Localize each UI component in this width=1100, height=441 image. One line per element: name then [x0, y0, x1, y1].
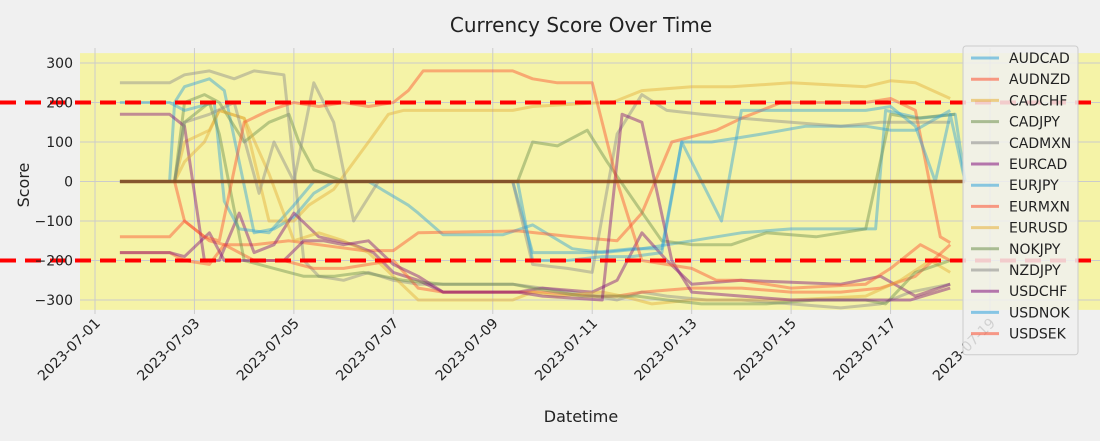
x-axis-label: Datetime [544, 407, 618, 426]
chart-title: Currency Score Over Time [450, 13, 712, 37]
series-line-cadchf [173, 79, 951, 223]
y-tick-label: 0 [64, 175, 73, 191]
y-axis-label: Score [14, 163, 33, 208]
legend-box [962, 45, 1079, 356]
series-line-eurjpy [119, 101, 951, 255]
legend-label-cadmxn: CADMXN [1009, 136, 1071, 152]
series-line-eurcad [119, 112, 951, 298]
legend-label-audnzd: AUDNZD [1009, 72, 1070, 88]
y-tick-labels: −300 −200 −100 0 100 200 300 [35, 56, 73, 309]
series-line-cadjpy [173, 93, 956, 247]
series-layer [119, 69, 967, 310]
y-tick-label: 200 [46, 96, 73, 112]
y-tick-label: 100 [46, 135, 73, 151]
legend-label-nokjpy: NOKJPY [1009, 242, 1061, 258]
series-line-usdsek [173, 69, 951, 290]
legend-label-usdchf: USDCHF [1009, 284, 1067, 300]
legend-label-nzdjpy: NZDJPY [1009, 263, 1061, 279]
legend-label-eurcad: EURCAD [1009, 157, 1067, 173]
legend-label-eurmxn: EURMXN [1009, 199, 1070, 215]
legend-label-usdnok: USDNOK [1009, 305, 1070, 321]
series-line-nzdjpy [173, 81, 951, 274]
series-line-nokjpy [173, 101, 951, 306]
series-line-eurusd [173, 108, 951, 306]
y-tick-label: −300 [35, 293, 73, 309]
y-tick-label: 300 [46, 56, 73, 72]
series-line-eurmxn [119, 243, 952, 298]
legend-label-audcad: AUDCAD [1009, 51, 1070, 67]
series-line-audnzd [119, 97, 951, 253]
y-tick-label: −100 [35, 214, 73, 230]
legend-label-eurusd: EURUSD [1009, 221, 1068, 237]
legend-label-usdsek: USDSEK [1009, 327, 1067, 343]
legend-label-cadjpy: CADJPY [1009, 115, 1060, 131]
threshold-layer [0, 100, 1100, 263]
y-tick-label: −200 [35, 254, 73, 270]
legend-label-cadchf: CADCHF [1009, 93, 1068, 109]
legend-label-eurjpy: EURJPY [1009, 178, 1059, 194]
series-line-audcad [119, 77, 967, 255]
series-line-cadmxn [119, 69, 951, 310]
legend: AUDCAD AUDNZD CADCHF CADJPY CADMXN EURCAD EURJ… [962, 45, 1079, 356]
